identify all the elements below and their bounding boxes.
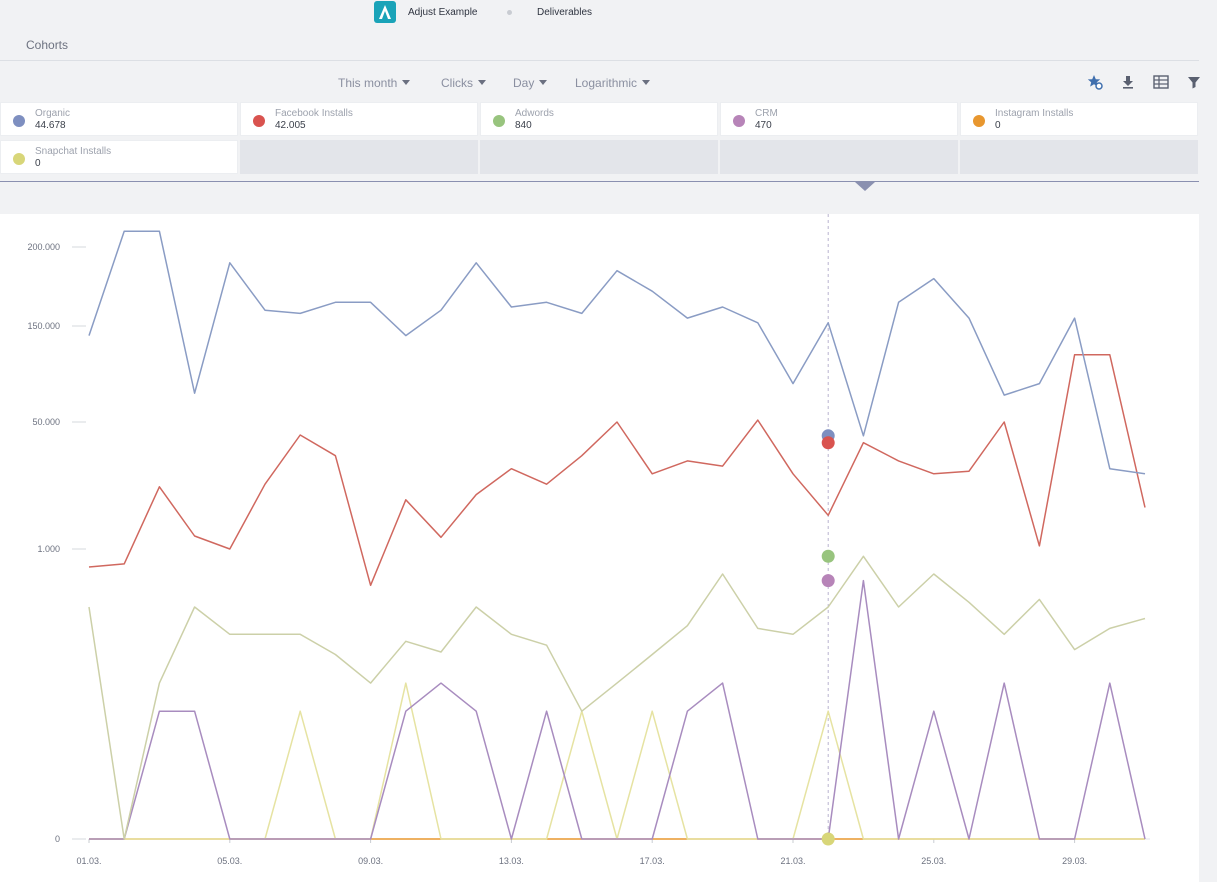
legend-label: CRM (755, 108, 778, 119)
breadcrumb-separator (507, 10, 512, 15)
chevron-down-icon (539, 80, 548, 85)
chart-divider (0, 181, 1199, 182)
legend-value: 470 (755, 120, 772, 131)
download-icon[interactable] (1120, 74, 1136, 90)
chart-panel: 0 1.000 50.000 150.000 200.000 01.03. 05.03. 09… (0, 214, 1199, 882)
legend-value: 0 (35, 158, 41, 169)
legend-item-adwords[interactable]: Adwords 840 (480, 102, 718, 136)
y-tick-label: 50.000 (32, 417, 60, 427)
legend-value: 0 (995, 120, 1001, 131)
table-icon[interactable] (1153, 74, 1169, 90)
legend-label: Adwords (515, 108, 554, 119)
legend-label: Organic (35, 108, 71, 119)
scale-dropdown[interactable]: Logarithmic (575, 76, 651, 90)
x-tick-label: 17.03. (640, 856, 665, 866)
filter-icon[interactable] (1186, 74, 1202, 90)
x-tick-label: 13.03. (499, 856, 524, 866)
chevron-down-icon (478, 80, 486, 85)
y-tick-label: 200.000 (27, 242, 60, 252)
pointer-down-icon (855, 182, 875, 191)
legend-item-crm[interactable]: CRM 470 (720, 102, 958, 136)
top-bar: Adjust Example Deliverables (0, 0, 1217, 28)
highlight-marker-facebook-installs (821, 436, 835, 450)
legend-label: Snapchat Installs (35, 146, 112, 157)
adwords-dot-icon (493, 115, 505, 127)
interval-dropdown[interactable]: Day (513, 76, 548, 90)
highlight-marker-snapchat-installs (821, 832, 835, 846)
x-tick-label: 01.03. (76, 856, 101, 866)
crm-dot-icon (733, 115, 745, 127)
legend-label: Instagram Installs (995, 108, 1074, 119)
line-chart[interactable]: 0 1.000 50.000 150.000 200.000 01.03. 05.03. 09… (0, 214, 1199, 882)
series-line-facebook-installs (88, 354, 1146, 587)
legend-item-snapchat-installs[interactable]: Snapchat Installs 0 (0, 140, 238, 174)
facebook-dot-icon (253, 115, 265, 127)
chevron-down-icon (402, 80, 411, 85)
instagram-dot-icon (973, 115, 985, 127)
period-dropdown[interactable]: This month (338, 76, 411, 90)
x-tick-label: 25.03. (921, 856, 946, 866)
legend-empty-slot (720, 140, 958, 174)
legend-empty-slot (960, 140, 1198, 174)
chevron-down-icon (642, 80, 651, 85)
metric-label: Clicks (441, 76, 473, 90)
series-line-adwords (88, 555, 1146, 840)
x-tick-label: 05.03. (217, 856, 242, 866)
organic-dot-icon (13, 115, 25, 127)
y-tick-label: 0 (55, 834, 60, 844)
series-line-crm (89, 579, 1146, 840)
star-settings-icon[interactable] (1087, 74, 1103, 90)
snapchat-dot-icon (13, 153, 25, 165)
app-name[interactable]: Adjust Example (408, 7, 478, 18)
interval-label: Day (513, 76, 535, 90)
scale-label: Logarithmic (575, 76, 638, 90)
legend-empty-slot (480, 140, 718, 174)
page-title: Cohorts (26, 38, 69, 52)
highlight-marker-adwords (821, 549, 835, 563)
divider (0, 60, 1199, 61)
period-label: This month (338, 76, 398, 90)
y-tick-label: 1.000 (37, 544, 60, 554)
breadcrumb-deliverables[interactable]: Deliverables (537, 7, 593, 18)
legend-item-organic[interactable]: Organic 44.678 (0, 102, 238, 136)
app-logo-icon[interactable] (374, 1, 396, 23)
x-tick-label: 21.03. (780, 856, 805, 866)
series-line-organic (88, 230, 1146, 475)
legend-label: Facebook Installs (275, 108, 353, 119)
legend-value: 840 (515, 120, 532, 131)
x-tick-label: 09.03. (358, 856, 383, 866)
legend-value: 42.005 (275, 120, 306, 131)
metric-dropdown[interactable]: Clicks (441, 76, 486, 90)
legend-item-instagram-installs[interactable]: Instagram Installs 0 (960, 102, 1198, 136)
y-tick-label: 150.000 (27, 321, 60, 331)
highlight-marker-crm (821, 574, 835, 588)
legend-empty-slot (240, 140, 478, 174)
legend-item-facebook-installs[interactable]: Facebook Installs 42.005 (240, 102, 478, 136)
legend-value: 44.678 (35, 120, 66, 131)
x-tick-label: 29.03. (1062, 856, 1087, 866)
